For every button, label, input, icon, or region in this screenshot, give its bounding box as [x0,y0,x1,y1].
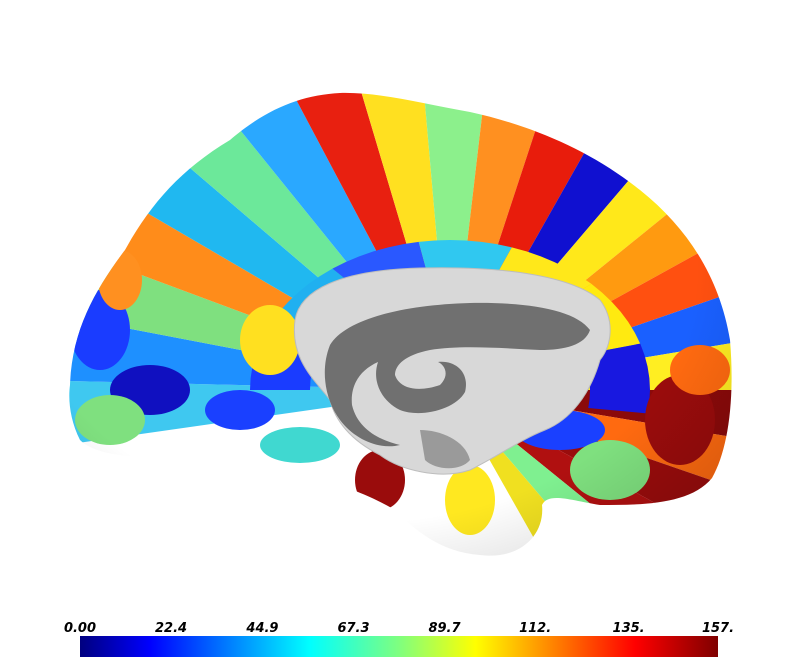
tick-label: 135. [613,621,645,636]
tick-label: 44.9 [245,621,278,636]
tick-label: 157. [702,621,734,636]
tick-label: 0.00 [64,621,96,636]
colorbar [80,636,718,657]
medial-wall [293,267,611,475]
tick-label: 89.7 [428,621,461,636]
tick-label: 22.4 [155,621,187,636]
tick-label: 112. [519,621,551,636]
colorbar-ticks: 0.00 22.4 44.9 67.3 89.7 112. 135. 157. [64,621,734,636]
tick-label: 67.3 [337,621,369,636]
